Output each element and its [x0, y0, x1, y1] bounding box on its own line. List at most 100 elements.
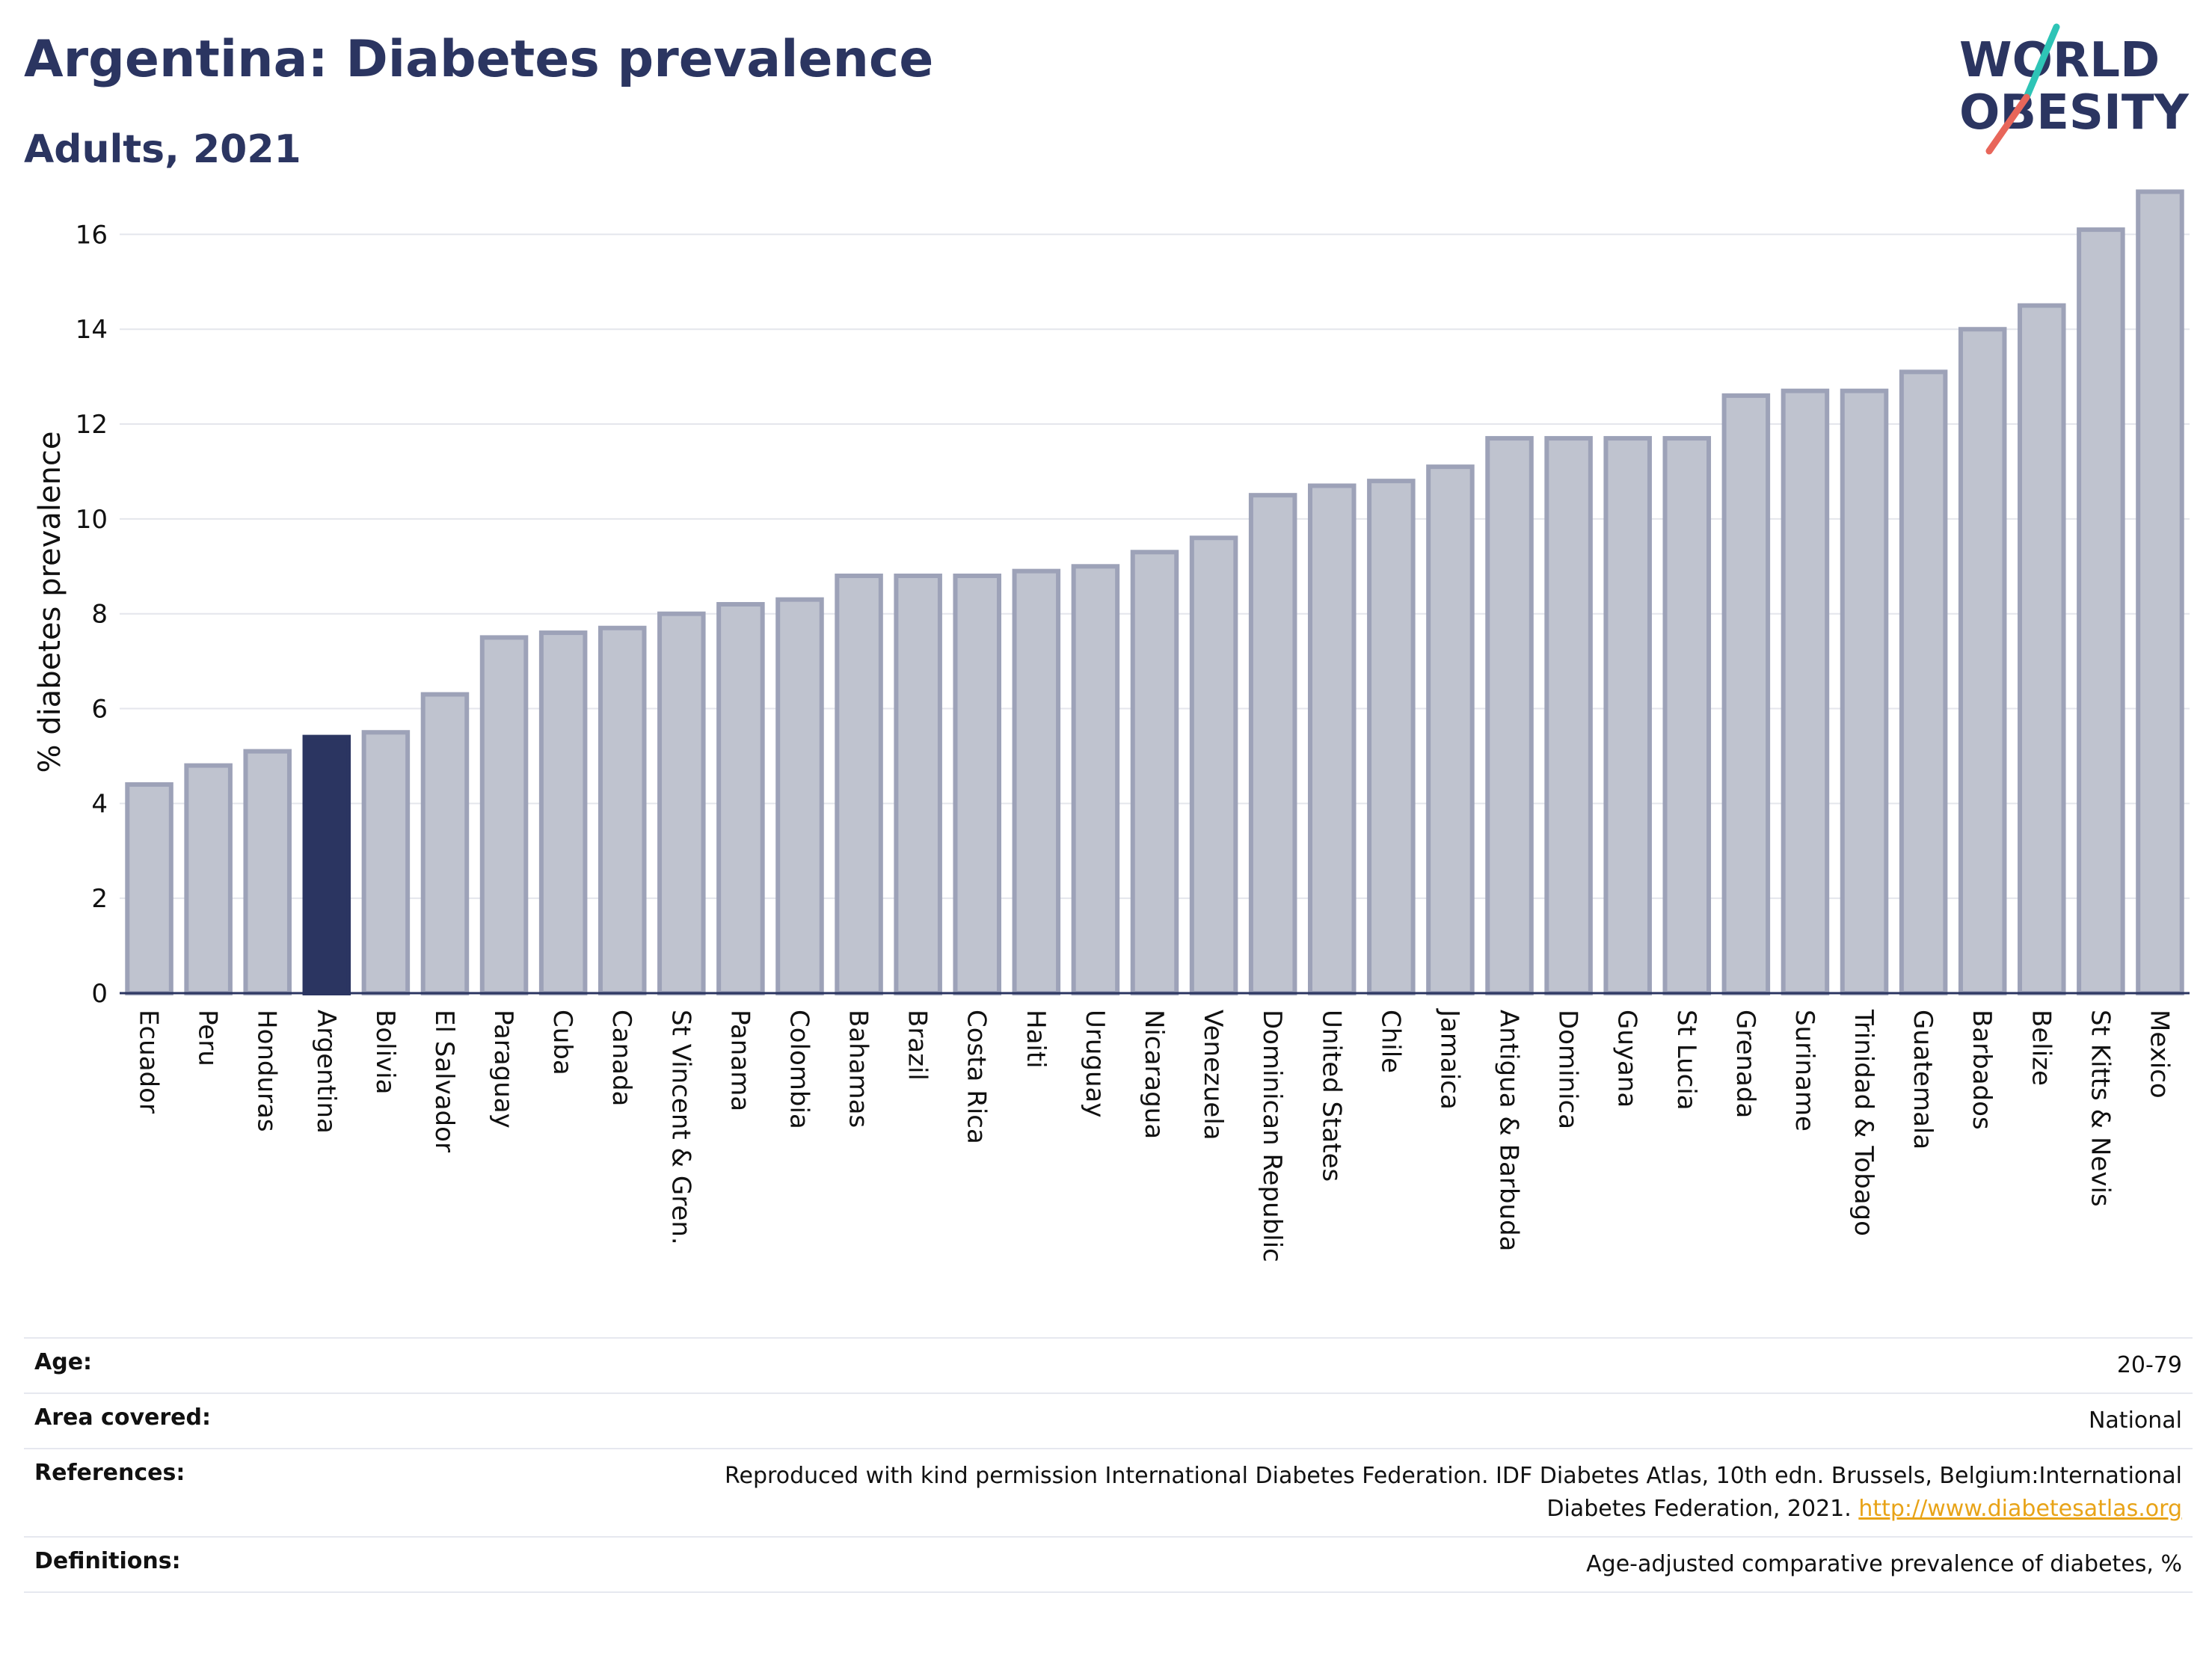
x-tick-label: Bahamas	[844, 1010, 873, 1128]
x-tick-label: Haiti	[1021, 1010, 1051, 1069]
x-tick-label: Costa Rica	[962, 1010, 992, 1144]
y-tick-label: 10	[76, 505, 108, 535]
x-tick-label: Venezuela	[1198, 1010, 1228, 1140]
x-tick-label: Bolivia	[370, 1010, 400, 1094]
bar-chart: 0 2 4 6 8 10 12 14 16 Ecuador Peru Honduras Argenti…	[33, 189, 2190, 1262]
bar-st-vincent-gren-	[657, 611, 706, 995]
x-tick-labels: Ecuador Peru Honduras Argentina Bolivia El Sa…	[134, 1008, 2175, 1262]
bar-canada	[597, 625, 647, 996]
x-tick-label: Panama	[725, 1010, 755, 1111]
y-tick-label: 16	[76, 220, 108, 250]
references-line2: Diabetes Federation, 2021.	[1546, 1496, 1852, 1522]
bar-bahamas	[835, 573, 883, 995]
bar-suriname	[1781, 388, 1830, 995]
bar-st-kitts-nevis	[2077, 227, 2125, 995]
x-tick-label: Dominica	[1553, 1010, 1583, 1129]
world-obesity-logo: WORLD OBESITY	[1959, 23, 2189, 155]
bar-bolivia	[361, 730, 411, 995]
x-tick-label: Antigua & Barbuda	[1494, 1010, 1524, 1251]
bar-mexico	[2136, 189, 2184, 995]
bar-jamaica	[1426, 464, 1475, 995]
meta-age-label: Age:	[24, 1337, 568, 1393]
y-tick-label: 4	[91, 789, 108, 819]
x-tick-label: Belize	[2026, 1010, 2056, 1086]
x-tick-label: Paraguay	[488, 1010, 518, 1129]
bar-venezuela	[1189, 535, 1238, 995]
x-tick-label: Colombia	[784, 1010, 814, 1129]
bar-barbados	[1958, 327, 2007, 995]
meta-row-age: Age: 20-79	[24, 1337, 2193, 1393]
bar-uruguay	[1071, 564, 1120, 995]
meta-age-value: 20-79	[568, 1337, 2193, 1393]
bar-peru	[184, 763, 233, 995]
x-tick-label: Guyana	[1612, 1010, 1642, 1108]
meta-references-label: References:	[24, 1448, 568, 1537]
y-tick-label: 12	[76, 410, 108, 440]
meta-area-value: National	[568, 1393, 2193, 1449]
meta-definitions-label: Definitions:	[24, 1536, 568, 1593]
x-tick-label: Jamaica	[1434, 1008, 1464, 1110]
bar-guyana	[1603, 436, 1652, 995]
x-tick-label: Argentina	[311, 1010, 341, 1134]
y-tick-label: 8	[91, 600, 108, 630]
bar-chile	[1367, 479, 1416, 995]
bar-st-lucia	[1662, 436, 1712, 995]
bar-argentina	[302, 734, 351, 995]
bar-antigua-barbuda	[1485, 436, 1534, 995]
y-tick-label: 0	[91, 979, 108, 1009]
logo-slash-coral	[1985, 93, 2030, 155]
meta-row-references: References: Reproduced with kind permiss…	[24, 1448, 2193, 1537]
meta-area-label: Area covered:	[24, 1393, 568, 1449]
chart-subtitle: Adults, 2021	[24, 127, 301, 172]
meta-row-area: Area covered: National	[24, 1393, 2193, 1449]
bar-honduras	[243, 749, 292, 995]
bar-dominica	[1544, 436, 1593, 995]
chart-title: Argentina: Diabetes prevalence	[24, 30, 934, 89]
x-tick-label: Honduras	[252, 1010, 282, 1132]
x-tick-label: Ecuador	[134, 1010, 164, 1114]
bar-trinidad-tobago	[1840, 388, 1889, 995]
y-tick-labels: 0 2 4 6 8 10 12 14 16	[76, 220, 108, 1009]
x-tick-label: Suriname	[1789, 1010, 1819, 1132]
y-tick-label: 6	[91, 695, 108, 725]
logo-slash-teal	[2023, 23, 2060, 101]
y-tick-label: 14	[76, 315, 108, 345]
meta-row-definitions: Definitions: Age-adjusted comparative pr…	[24, 1536, 2193, 1593]
bar-haiti	[1012, 568, 1061, 995]
metadata-table: Age: 20-79 Area covered: National Refere…	[24, 1337, 2193, 1593]
x-tick-label: St Lucia	[1671, 1010, 1701, 1111]
bar-colombia	[775, 597, 824, 995]
bar-cuba	[538, 630, 588, 996]
bar-panama	[716, 602, 765, 995]
bars	[125, 189, 2184, 996]
meta-references-value: Reproduced with kind permission Internat…	[568, 1448, 2193, 1537]
x-tick-label: Trinidad & Tobago	[1849, 1009, 1878, 1236]
bar-paraguay	[479, 635, 529, 995]
x-tick-label: Grenada	[1730, 1010, 1760, 1118]
y-tick-label: 2	[91, 884, 108, 914]
x-tick-label: Guatemala	[1908, 1010, 1938, 1149]
bar-united-states	[1307, 483, 1357, 995]
x-tick-label: El Salvador	[429, 1010, 459, 1152]
x-tick-label: St Kitts & Nevis	[2085, 1010, 2115, 1207]
bar-grenada	[1721, 393, 1771, 995]
x-tick-label: Nicaragua	[1139, 1010, 1169, 1139]
x-tick-label: Barbados	[1967, 1010, 1997, 1130]
bar-costa-rica	[953, 573, 1002, 995]
bar-belize	[2018, 303, 2066, 995]
x-tick-label: Chile	[1375, 1010, 1405, 1073]
x-tick-label: Mexico	[2144, 1010, 2174, 1099]
x-tick-label: Brazil	[903, 1010, 933, 1081]
logo-text-world: WORLD	[1959, 33, 2160, 88]
bar-guatemala	[1899, 369, 1948, 995]
x-tick-label: United States	[1316, 1010, 1346, 1182]
meta-definitions-value: Age-adjusted comparative prevalence of d…	[568, 1536, 2193, 1593]
bar-dominican-republic	[1248, 493, 1297, 995]
references-line1: Reproduced with kind permission Internat…	[725, 1463, 2182, 1489]
references-link[interactable]: http://www.diabetesatlas.org	[1858, 1496, 2182, 1522]
logo-text-obesity: OBESITY	[1959, 85, 2189, 141]
x-tick-label: Cuba	[547, 1010, 577, 1075]
bar-el-salvador	[420, 692, 470, 995]
y-axis-label: % diabetes prevalence	[33, 431, 67, 773]
bar-nicaragua	[1130, 550, 1179, 995]
